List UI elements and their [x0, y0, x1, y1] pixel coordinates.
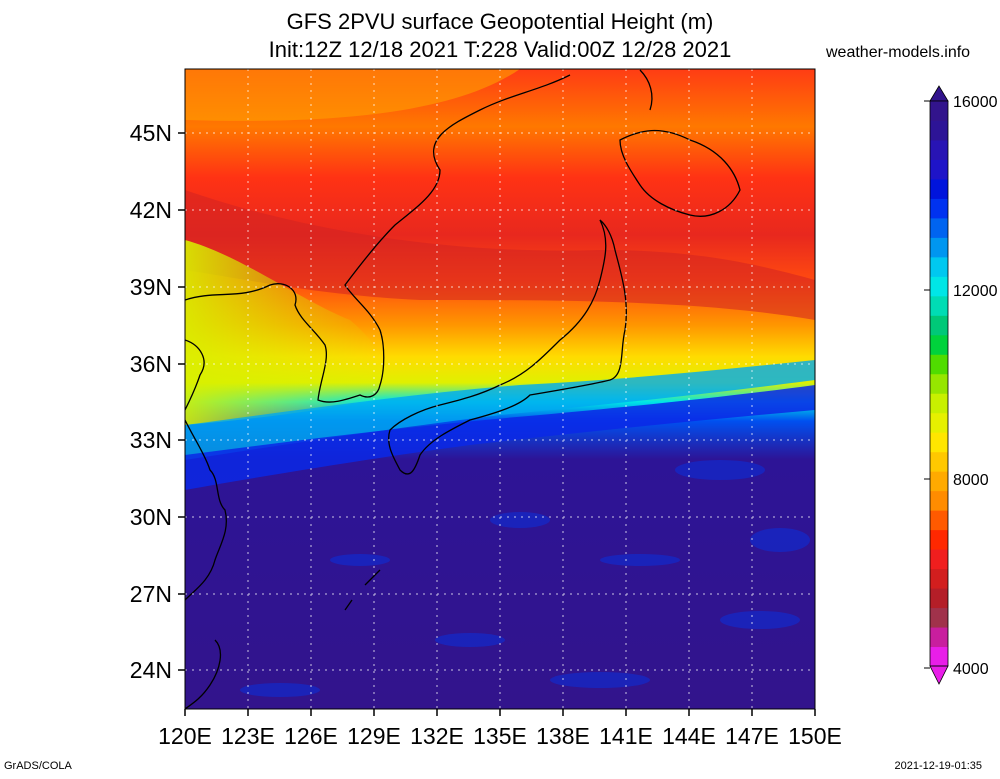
colorbar-swatch: [930, 295, 948, 316]
colorbar-swatch: [930, 471, 948, 492]
colorbar-label: 12000: [953, 283, 998, 300]
colorbar-swatch: [930, 549, 948, 570]
colorbar-frame: [929, 100, 949, 667]
chart-title: GFS 2PVU surface Geopotential Height (m): [286, 9, 714, 34]
colorbar-swatch: [930, 139, 948, 160]
lon-label: 123E: [221, 723, 275, 749]
lat-label: 24N: [130, 657, 172, 683]
lon-label: 132E: [410, 723, 464, 749]
colorbar-swatch: [930, 646, 948, 667]
colorbar-swatches: [930, 101, 948, 667]
colorbar-swatch: [930, 217, 948, 238]
colorbar-swatch: [930, 510, 948, 531]
chart-subtitle: Init:12Z 12/18 2021 T:228 Valid:00Z 12/2…: [268, 37, 732, 62]
lon-label: 138E: [536, 723, 590, 749]
lon-label: 120E: [158, 723, 212, 749]
lon-label: 144E: [662, 723, 716, 749]
colorbar-swatch: [930, 529, 948, 550]
colorbar-swatch: [930, 315, 948, 336]
lon-label: 135E: [473, 723, 527, 749]
colorbar-label: 16000: [953, 94, 998, 111]
colorbar-swatch: [930, 432, 948, 453]
colorbar-swatch: [930, 373, 948, 394]
colorbar-swatch: [930, 334, 948, 355]
lat-label: 45N: [130, 120, 172, 146]
colorbar-bottom-arrow: [929, 665, 949, 685]
lat-label: 36N: [130, 351, 172, 377]
lon-label: 141E: [599, 723, 653, 749]
colorbar-swatch: [930, 276, 948, 297]
colorbar-swatch: [930, 627, 948, 648]
colorbar-swatch: [930, 159, 948, 180]
colorbar-swatch: [930, 237, 948, 258]
lon-label: 129E: [347, 723, 401, 749]
colorbar-swatch: [930, 120, 948, 141]
lat-label: 39N: [130, 274, 172, 300]
lon-axis-labels: 120E 123E 126E 129E 132E 135E 138E 141E …: [158, 723, 842, 749]
colorbar-swatch: [930, 393, 948, 414]
colorbar-swatch: [930, 198, 948, 219]
lat-label: 27N: [130, 581, 172, 607]
lat-axis-labels: 24N 27N 30N 33N 36N 39N 42N 45N: [130, 120, 172, 683]
source-label: weather-models.info: [826, 44, 971, 61]
colorbar-swatch: [930, 607, 948, 628]
colorbar-swatch: [930, 490, 948, 511]
axis-ticks: [178, 132, 816, 716]
colorbar-swatch: [930, 568, 948, 589]
colorbar-swatch: [930, 101, 948, 121]
height-field: [185, 69, 815, 709]
colorbar-swatch: [930, 256, 948, 277]
lat-label: 33N: [130, 427, 172, 453]
footer-software: GrADS/COLA: [4, 760, 72, 772]
colorbar-swatch: [930, 588, 948, 609]
colorbar: 4000 8000 12000 16000: [924, 85, 998, 685]
lon-label: 147E: [725, 723, 779, 749]
colorbar-top-arrow: [929, 85, 949, 102]
lon-label: 126E: [284, 723, 338, 749]
colorbar-swatch: [930, 412, 948, 433]
colorbar-swatch: [930, 354, 948, 375]
colorbar-swatch: [930, 178, 948, 199]
colorbar-label: 8000: [953, 472, 989, 489]
colorbar-swatch: [930, 451, 948, 472]
lat-label: 42N: [130, 197, 172, 223]
footer-timestamp: 2021-12-19-01:35: [894, 760, 982, 772]
lon-label: 150E: [788, 723, 842, 749]
colorbar-label: 4000: [953, 661, 989, 678]
lat-label: 30N: [130, 504, 172, 530]
